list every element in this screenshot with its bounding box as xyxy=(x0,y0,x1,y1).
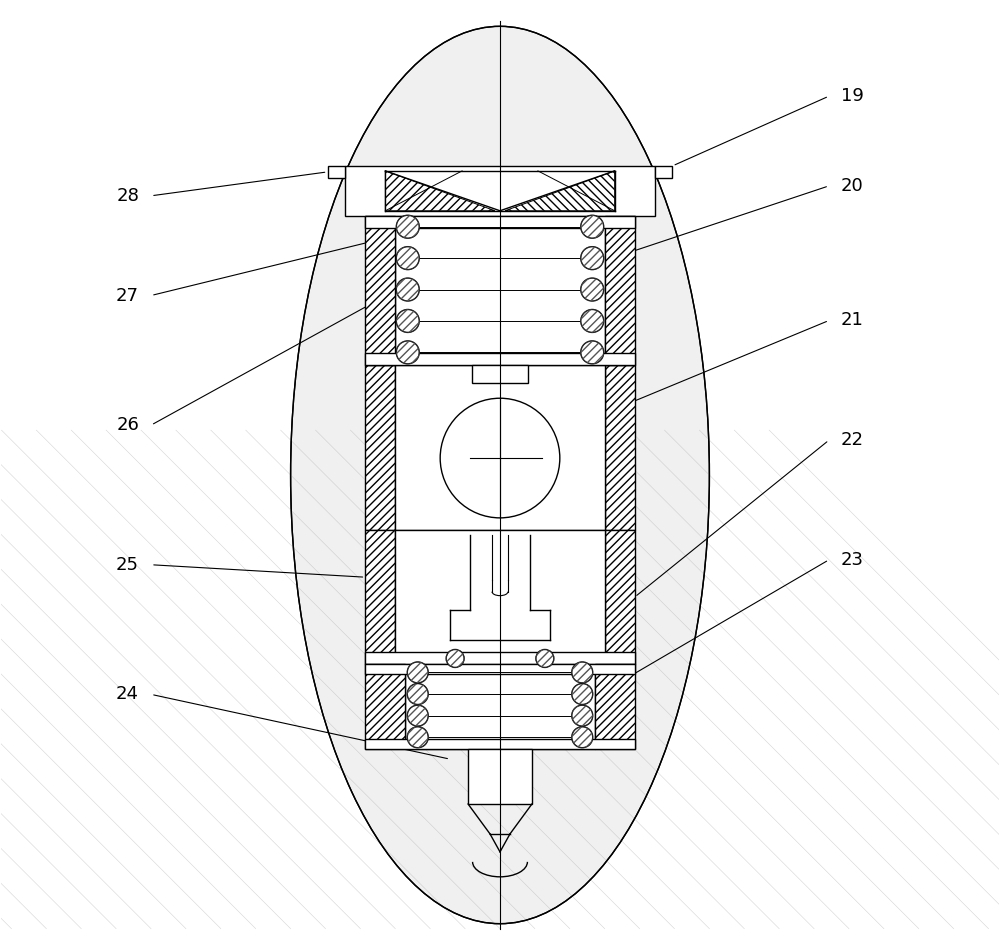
Bar xyxy=(605,530,635,664)
Circle shape xyxy=(572,705,593,726)
Bar xyxy=(605,366,635,530)
Bar xyxy=(395,530,605,664)
Circle shape xyxy=(396,247,419,270)
Circle shape xyxy=(407,727,428,748)
Polygon shape xyxy=(505,171,615,211)
Bar xyxy=(345,166,655,216)
Text: 28: 28 xyxy=(116,187,139,205)
Circle shape xyxy=(581,278,604,301)
Text: 27: 27 xyxy=(116,287,139,305)
Text: 24: 24 xyxy=(116,685,139,703)
Bar xyxy=(365,530,395,664)
Bar xyxy=(365,653,635,664)
Bar xyxy=(472,366,528,383)
Bar xyxy=(595,664,635,750)
Circle shape xyxy=(407,684,428,705)
Circle shape xyxy=(581,341,604,364)
Bar xyxy=(395,366,605,530)
Circle shape xyxy=(581,216,604,238)
Bar xyxy=(365,366,395,530)
Bar xyxy=(365,739,635,750)
Circle shape xyxy=(581,310,604,332)
Circle shape xyxy=(396,278,419,301)
Circle shape xyxy=(440,398,560,518)
Circle shape xyxy=(572,684,593,705)
Bar xyxy=(365,353,635,366)
Bar xyxy=(328,166,345,178)
Ellipse shape xyxy=(291,27,709,923)
Bar xyxy=(365,664,405,750)
Bar xyxy=(365,664,635,674)
Circle shape xyxy=(396,216,419,238)
Text: 19: 19 xyxy=(841,87,864,105)
Circle shape xyxy=(572,727,593,748)
Circle shape xyxy=(572,662,593,683)
Polygon shape xyxy=(385,171,495,211)
Text: 25: 25 xyxy=(116,556,139,574)
Circle shape xyxy=(407,662,428,683)
Text: 21: 21 xyxy=(841,312,864,330)
Bar xyxy=(655,166,672,178)
Bar xyxy=(395,216,605,366)
Text: 23: 23 xyxy=(841,551,864,569)
Bar xyxy=(405,664,595,750)
Bar xyxy=(365,216,395,366)
Circle shape xyxy=(536,650,554,668)
Bar xyxy=(605,216,635,366)
Circle shape xyxy=(396,310,419,332)
Circle shape xyxy=(407,705,428,726)
Circle shape xyxy=(446,650,464,668)
Circle shape xyxy=(581,247,604,270)
Text: 26: 26 xyxy=(116,416,139,434)
Text: 20: 20 xyxy=(841,177,864,195)
Text: 22: 22 xyxy=(841,431,864,449)
Bar xyxy=(365,216,635,228)
Circle shape xyxy=(396,341,419,364)
Bar xyxy=(468,750,532,804)
